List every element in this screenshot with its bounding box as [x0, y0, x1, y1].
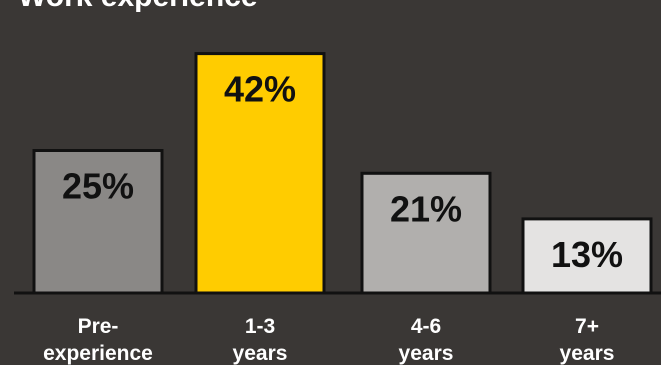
- category-label-line: Pre-: [78, 315, 119, 338]
- category-label-line: years: [399, 342, 454, 365]
- category-label-line: years: [233, 342, 288, 365]
- category-label-line: years: [560, 342, 615, 365]
- category-label-4-6-years: 4-6 years: [399, 315, 454, 365]
- category-label-line: 4-6: [411, 315, 441, 338]
- category-label-line: experience: [43, 342, 153, 365]
- category-label-1-3-years: 1-3 years: [233, 315, 288, 365]
- data-label-1-3-years: 42%: [224, 69, 296, 110]
- bar-4-6-years: [360, 171, 492, 295]
- category-label-line: 7+: [575, 315, 599, 338]
- category-label-line: 1-3: [245, 315, 275, 338]
- bar-7-plus-years: [521, 217, 653, 295]
- chart-title: Work experience: [18, 0, 258, 14]
- data-label-7-plus-years: 13%: [551, 234, 623, 275]
- category-label-7-plus-years: 7+ years: [560, 315, 615, 365]
- bar-pre-experience: [32, 149, 164, 295]
- category-label-pre-experience: Pre-experience: [43, 315, 153, 365]
- data-label-4-6-years: 21%: [390, 188, 462, 229]
- data-label-pre-experience: 25%: [62, 166, 134, 207]
